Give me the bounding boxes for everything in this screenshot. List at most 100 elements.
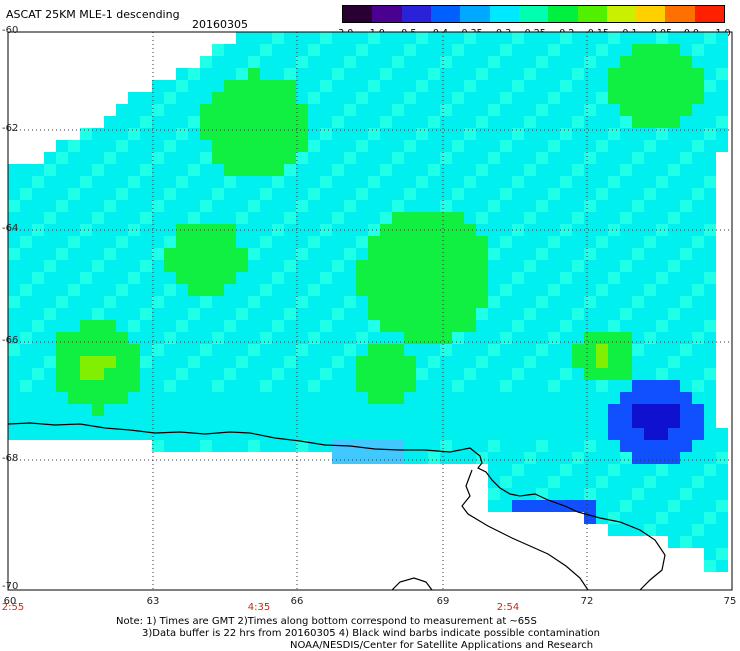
wind-cell bbox=[164, 212, 176, 224]
wind-cell bbox=[692, 452, 704, 464]
wind-cell bbox=[392, 368, 404, 380]
wind-cell bbox=[356, 356, 368, 368]
wind-cell bbox=[368, 272, 380, 284]
wind-cell bbox=[440, 332, 452, 344]
wind-cell bbox=[236, 92, 248, 104]
wind-cell bbox=[632, 524, 644, 536]
wind-cell bbox=[272, 416, 284, 428]
wind-cell bbox=[596, 404, 608, 416]
wind-cell bbox=[644, 464, 656, 476]
wind-cell bbox=[380, 212, 392, 224]
wind-cell bbox=[668, 356, 680, 368]
wind-cell bbox=[356, 236, 368, 248]
wind-cell bbox=[656, 44, 668, 56]
wind-cell bbox=[668, 380, 680, 392]
wind-cell bbox=[92, 272, 104, 284]
wind-cell bbox=[260, 176, 272, 188]
wind-cell bbox=[716, 476, 728, 488]
wind-cell bbox=[488, 452, 500, 464]
wind-cell bbox=[20, 404, 32, 416]
wind-cell bbox=[632, 440, 644, 452]
wind-cell bbox=[56, 320, 68, 332]
wind-cell bbox=[104, 176, 116, 188]
wind-cell bbox=[692, 212, 704, 224]
wind-cell bbox=[140, 320, 152, 332]
wind-cell bbox=[704, 80, 716, 92]
wind-cell bbox=[404, 368, 416, 380]
wind-cell bbox=[368, 176, 380, 188]
wind-cell bbox=[92, 380, 104, 392]
wind-cell bbox=[656, 92, 668, 104]
wind-cell bbox=[560, 488, 572, 500]
wind-cell bbox=[608, 128, 620, 140]
wind-cell bbox=[620, 188, 632, 200]
wind-cell bbox=[656, 200, 668, 212]
wind-cell bbox=[248, 248, 260, 260]
wind-cell bbox=[284, 380, 296, 392]
wind-cell bbox=[656, 440, 668, 452]
wind-cell bbox=[260, 296, 272, 308]
wind-cell bbox=[680, 272, 692, 284]
wind-cell bbox=[452, 296, 464, 308]
wind-cell bbox=[428, 380, 440, 392]
wind-cell bbox=[200, 296, 212, 308]
wind-cell bbox=[128, 128, 140, 140]
wind-cell bbox=[284, 248, 296, 260]
wind-cell bbox=[476, 140, 488, 152]
wind-cell bbox=[512, 164, 524, 176]
wind-cell bbox=[584, 32, 596, 44]
wind-cell bbox=[692, 356, 704, 368]
wind-cell bbox=[608, 224, 620, 236]
wind-cell bbox=[140, 308, 152, 320]
wind-cell bbox=[716, 560, 728, 572]
wind-cell bbox=[380, 224, 392, 236]
wind-cell bbox=[476, 356, 488, 368]
wind-cell bbox=[500, 272, 512, 284]
wind-cell bbox=[572, 164, 584, 176]
wind-cell bbox=[488, 440, 500, 452]
wind-cell bbox=[404, 332, 416, 344]
wind-cell bbox=[260, 368, 272, 380]
wind-cell bbox=[236, 272, 248, 284]
wind-cell bbox=[224, 104, 236, 116]
wind-cell bbox=[620, 92, 632, 104]
wind-cell bbox=[464, 140, 476, 152]
wind-cell bbox=[20, 380, 32, 392]
wind-cell bbox=[428, 176, 440, 188]
colorbar-swatch bbox=[343, 6, 373, 22]
wind-cell bbox=[308, 68, 320, 80]
wind-cell bbox=[140, 332, 152, 344]
wind-cell bbox=[308, 332, 320, 344]
wind-cell bbox=[284, 176, 296, 188]
wind-cell bbox=[668, 260, 680, 272]
wind-cell bbox=[452, 248, 464, 260]
wind-cell bbox=[320, 344, 332, 356]
wind-cell bbox=[176, 428, 188, 440]
wind-cell bbox=[380, 344, 392, 356]
wind-cell bbox=[620, 344, 632, 356]
wind-cell bbox=[392, 104, 404, 116]
wind-cell bbox=[104, 368, 116, 380]
wind-cell bbox=[488, 392, 500, 404]
wind-cell bbox=[536, 488, 548, 500]
wind-cell bbox=[212, 248, 224, 260]
wind-cell bbox=[188, 404, 200, 416]
wind-cell bbox=[596, 356, 608, 368]
wind-cell bbox=[548, 260, 560, 272]
wind-cell bbox=[488, 428, 500, 440]
wind-cell bbox=[356, 104, 368, 116]
wind-cell bbox=[584, 392, 596, 404]
wind-cell bbox=[224, 92, 236, 104]
wind-cell bbox=[212, 56, 224, 68]
wind-cell bbox=[404, 260, 416, 272]
wind-cell bbox=[164, 320, 176, 332]
wind-cell bbox=[272, 236, 284, 248]
wind-cell bbox=[680, 164, 692, 176]
wind-cell bbox=[596, 56, 608, 68]
wind-cell bbox=[260, 128, 272, 140]
wind-cell bbox=[284, 284, 296, 296]
wind-cell bbox=[428, 68, 440, 80]
wind-cell bbox=[416, 332, 428, 344]
wind-cell bbox=[284, 296, 296, 308]
wind-cell bbox=[392, 44, 404, 56]
